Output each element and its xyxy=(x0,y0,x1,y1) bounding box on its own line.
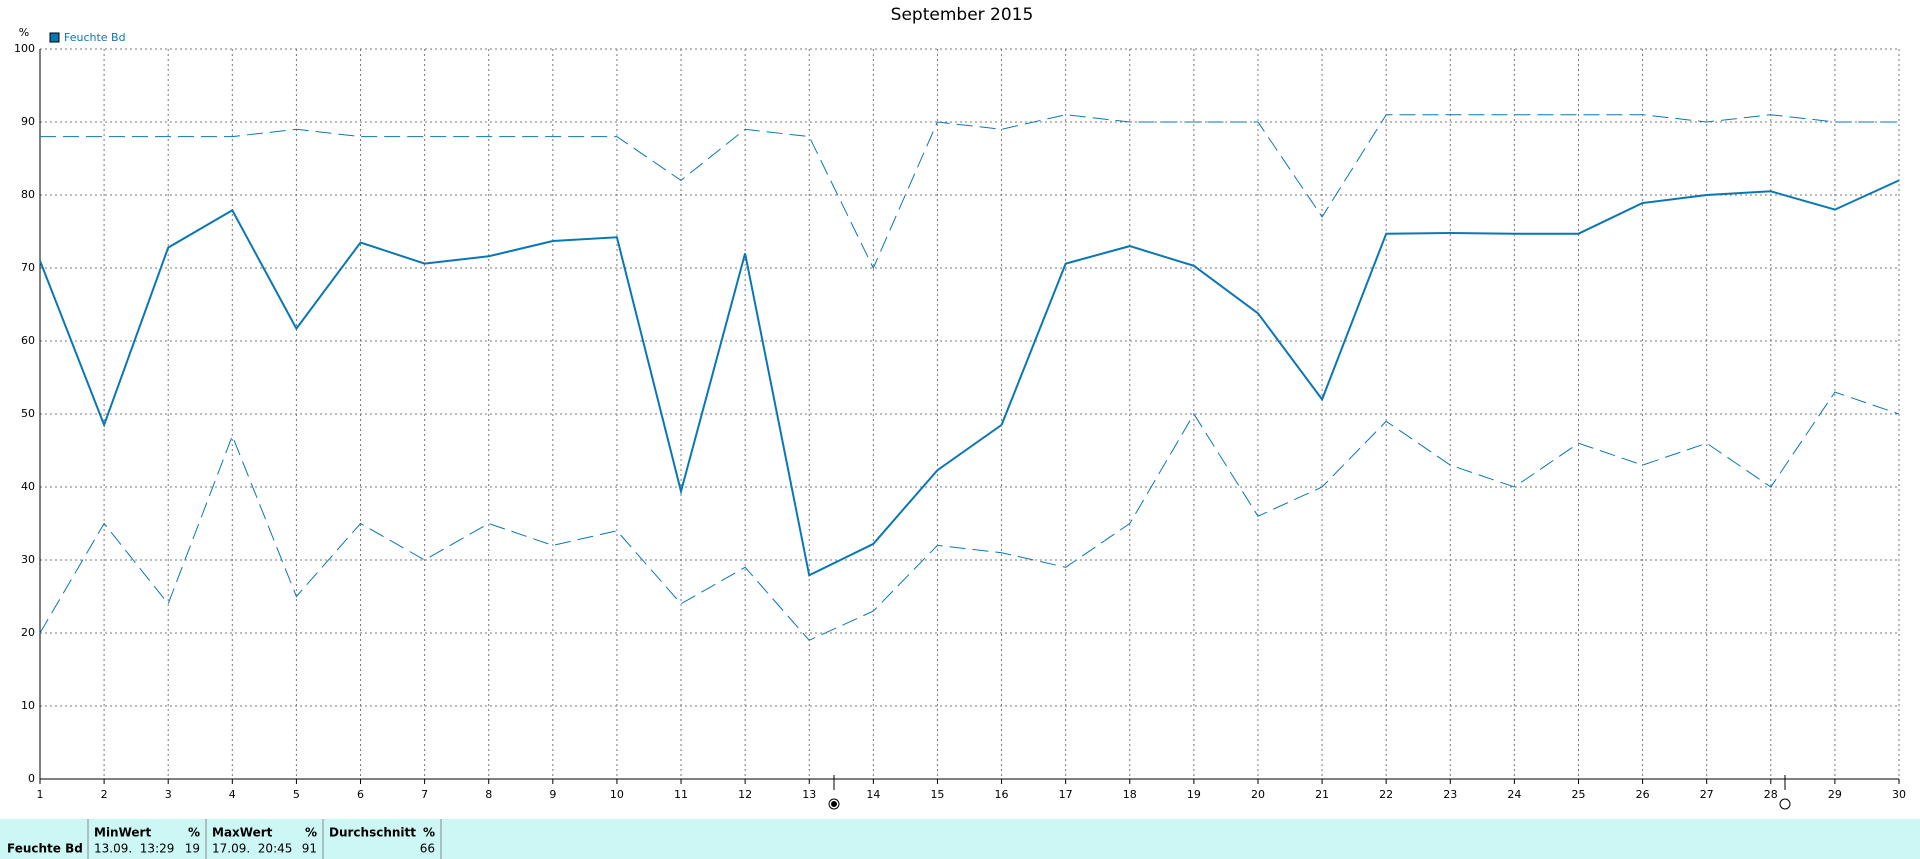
y-tick-label: 40 xyxy=(21,480,35,493)
x-tick-label: 3 xyxy=(165,788,172,801)
x-tick-label: 21 xyxy=(1315,788,1329,801)
column-header: MaxWert xyxy=(212,826,273,840)
chart-title: September 2015 xyxy=(891,5,1034,25)
x-tick-label: 22 xyxy=(1379,788,1393,801)
x-tick-label: 23 xyxy=(1443,788,1457,801)
y-tick-label: 90 xyxy=(21,115,35,128)
x-tick-label: 13 xyxy=(802,788,816,801)
sun-marker-core xyxy=(831,801,837,807)
x-tick-label: 18 xyxy=(1123,788,1137,801)
x-tick-label: 11 xyxy=(674,788,688,801)
x-tick-label: 1 xyxy=(37,788,44,801)
y-tick-label: 60 xyxy=(21,334,35,347)
x-tick-label: 10 xyxy=(610,788,624,801)
x-tick-label: 16 xyxy=(995,788,1009,801)
x-tick-label: 24 xyxy=(1507,788,1521,801)
stats-band xyxy=(0,819,1920,859)
x-tick-label: 26 xyxy=(1636,788,1650,801)
y-tick-label: 20 xyxy=(21,626,35,639)
x-tick-label: 6 xyxy=(357,788,364,801)
cell-time: 13.09. 13:29 xyxy=(94,842,174,856)
x-tick-label: 27 xyxy=(1700,788,1714,801)
x-tick-label: 28 xyxy=(1764,788,1778,801)
x-tick-label: 15 xyxy=(930,788,944,801)
legend-swatch xyxy=(49,32,60,43)
column-header: MinWert xyxy=(94,826,151,840)
column-unit: % xyxy=(423,826,435,840)
y-tick-label: 10 xyxy=(21,699,35,712)
column-header: Durchschnitt xyxy=(329,826,416,840)
y-tick-label: 0 xyxy=(28,772,35,785)
series-line xyxy=(40,114,1899,270)
stats-table: Feuchte Bd MinWert % 13.09. 13:29 19 MaxWert%… xyxy=(7,819,442,859)
y-axis-label: % xyxy=(19,26,29,39)
column-unit: % xyxy=(188,826,200,840)
row-label: Feuchte Bd xyxy=(7,842,83,856)
y-tick-label: 70 xyxy=(21,261,35,274)
x-tick-label: 9 xyxy=(549,788,556,801)
cell-value: 19 xyxy=(185,842,200,856)
x-tick-label: 25 xyxy=(1571,788,1585,801)
legend: Feuchte Bd xyxy=(49,31,126,44)
moon-marker xyxy=(1779,798,1791,810)
x-tick-label: 14 xyxy=(866,788,880,801)
y-tick-label: 100 xyxy=(14,42,35,55)
x-tick-label: 17 xyxy=(1059,788,1073,801)
series-line xyxy=(39,391,1900,641)
column-unit: % xyxy=(305,826,317,840)
y-tick-label: 30 xyxy=(21,553,35,566)
x-tick-label: 5 xyxy=(293,788,300,801)
x-tick-label: 4 xyxy=(229,788,236,801)
series-line xyxy=(39,179,1900,577)
legend-label: Feuchte Bd xyxy=(64,31,126,44)
x-tick-label: 12 xyxy=(738,788,752,801)
cell-time: 17.09. 20:45 xyxy=(212,842,292,856)
x-tick-label: 20 xyxy=(1251,788,1265,801)
x-tick-label: 30 xyxy=(1892,788,1906,801)
x-tick-label: 29 xyxy=(1828,788,1842,801)
cell-value: 91 xyxy=(302,842,317,856)
x-tick-label: 19 xyxy=(1187,788,1201,801)
y-tick-label: 80 xyxy=(21,188,35,201)
x-tick-label: 7 xyxy=(421,788,428,801)
x-tick-label: 8 xyxy=(485,788,492,801)
y-tick-label: 50 xyxy=(21,407,35,420)
cell-value: 66 xyxy=(420,842,435,856)
x-tick-label: 2 xyxy=(101,788,108,801)
